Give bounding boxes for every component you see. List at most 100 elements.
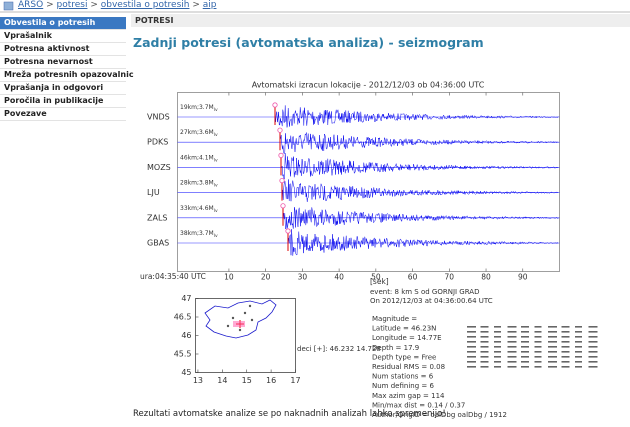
- table-cell-text: [548, 356, 557, 358]
- pick-marker: [278, 152, 284, 158]
- table-cell-text: [575, 361, 582, 363]
- crumb-link[interactable]: obvestila o potresih: [100, 0, 190, 10]
- event-row: Depth = 17.9: [372, 344, 419, 352]
- table-cell-text: [575, 356, 582, 358]
- table-cell-text: [521, 366, 529, 368]
- table-cell-text: [561, 336, 570, 338]
- table-cell-text: [521, 336, 529, 338]
- table-cell-text: [548, 331, 557, 333]
- crumb-link[interactable]: aip: [202, 0, 217, 10]
- crumb-separator: >: [87, 0, 101, 10]
- x-tick-label: 10: [224, 273, 234, 282]
- home-icon: [3, 1, 14, 11]
- trace-label-text: 38km;3.7M: [180, 230, 214, 237]
- table-cell-text: [467, 356, 476, 358]
- table-cell-text: [534, 361, 542, 363]
- table-cell-text: [480, 341, 489, 343]
- crumb-separator: >: [189, 0, 203, 10]
- table-cell-text: [494, 366, 501, 368]
- map-y-tick-label: 46: [181, 331, 191, 340]
- pick-marker: [277, 127, 283, 133]
- station-name: MOZS: [147, 163, 171, 172]
- table-cell-text: [480, 356, 489, 358]
- footer-note: Rezultati avtomatske analize se po nakna…: [133, 409, 446, 419]
- nav-item[interactable]: Obvestila o potresih: [0, 17, 126, 30]
- table-cell-text: [534, 336, 542, 338]
- waveform: [280, 153, 559, 180]
- x-axis-label: [sek]: [370, 277, 389, 286]
- table-cell-text: [575, 331, 582, 333]
- trace-label: 27km;3.6Mlv: [180, 129, 218, 138]
- trace-label-sub: lv: [214, 182, 218, 188]
- table-cell-text: [507, 336, 517, 338]
- event-row: Num stations = 6: [372, 373, 434, 381]
- nav-item[interactable]: Povezave: [0, 108, 126, 121]
- event-header: event: 8 km S od GORNJI GRAD: [370, 288, 480, 296]
- side-nav: Obvestila o potresih Vprašalnik Potresna a…: [0, 17, 134, 121]
- crumb-link[interactable]: potresi: [56, 0, 88, 10]
- x-tick-label: 40: [334, 273, 344, 282]
- table-cell-text: [480, 351, 489, 353]
- table-cell-text: [561, 331, 570, 333]
- trace-label: 19km;3.7Mlv: [180, 104, 218, 113]
- pick-marker: [272, 102, 278, 108]
- x-tick-label: 30: [298, 273, 308, 282]
- x-tick-label: 50: [371, 273, 381, 282]
- country-outline: [204, 299, 277, 339]
- nav-item[interactable]: Vprašalnik: [0, 30, 126, 43]
- table-cell-text: [467, 336, 476, 338]
- table-cell-text: [480, 361, 489, 363]
- table-cell-text: [521, 361, 529, 363]
- nav-item[interactable]: Potresna nevarnost: [0, 56, 126, 69]
- nav-item[interactable]: Vprašanja in odgovori: [0, 82, 126, 95]
- table-cell-text: [561, 326, 570, 328]
- map-caption: deci [+]: 46.232 14.728: [297, 345, 381, 353]
- nav-item[interactable]: Potresna aktivnost: [0, 43, 126, 56]
- table-cell-text: [588, 341, 598, 343]
- event-row: Magnitude =: [372, 315, 417, 323]
- table-cell-text: [534, 356, 542, 358]
- x-tick-label: 60: [408, 273, 418, 282]
- table-cell-text: [561, 351, 570, 353]
- crumb-link[interactable]: ARSO: [18, 0, 44, 10]
- table-cell-text: [548, 351, 557, 353]
- table-cell-text: [575, 336, 582, 338]
- table-cell-text: [534, 366, 542, 368]
- table-cell-text: [494, 341, 501, 343]
- table-cell-text: [507, 346, 517, 348]
- table-cell-text: [521, 331, 529, 333]
- table-cell-text: [575, 341, 582, 343]
- x-tick-label: 90: [518, 273, 528, 282]
- station-name: GBAS: [147, 239, 169, 248]
- table-cell-text: [480, 326, 489, 328]
- table-cell-text: [588, 366, 598, 368]
- x-tick-label: 20: [261, 273, 271, 282]
- trace-label-text: 19km;3.7M: [180, 104, 214, 111]
- nav-item[interactable]: Mreža potresnih opazovalnic: [0, 69, 134, 82]
- table-cell-text: [480, 331, 489, 333]
- map-x-tick-label: 17: [290, 376, 300, 385]
- table-cell-text: [548, 341, 557, 343]
- phase-table: [467, 326, 598, 368]
- event-header: On 2012/12/03 at 04:36:00.64 UTC: [370, 297, 493, 305]
- table-cell-text: [561, 356, 570, 358]
- table-cell-text: [534, 331, 542, 333]
- table-cell-text: [467, 341, 476, 343]
- table-cell-text: [588, 356, 598, 358]
- table-cell-text: [507, 331, 517, 333]
- pick-marker: [285, 228, 291, 234]
- table-cell-text: [507, 361, 517, 363]
- nav-item[interactable]: Poročila in publikacije: [0, 95, 126, 108]
- table-cell-text: [521, 351, 529, 353]
- table-cell-text: [494, 361, 501, 363]
- trace-label-sub: lv: [214, 207, 218, 213]
- table-cell-text: [494, 326, 501, 328]
- trace-label-sub: lv: [214, 157, 218, 163]
- map-y-tick-label: 47: [181, 294, 191, 303]
- table-cell-text: [534, 351, 542, 353]
- waveform: [279, 132, 559, 155]
- table-cell-text: [467, 346, 476, 348]
- table-cell-text: [588, 331, 598, 333]
- trace-label-text: 28km;3.8M: [180, 179, 214, 186]
